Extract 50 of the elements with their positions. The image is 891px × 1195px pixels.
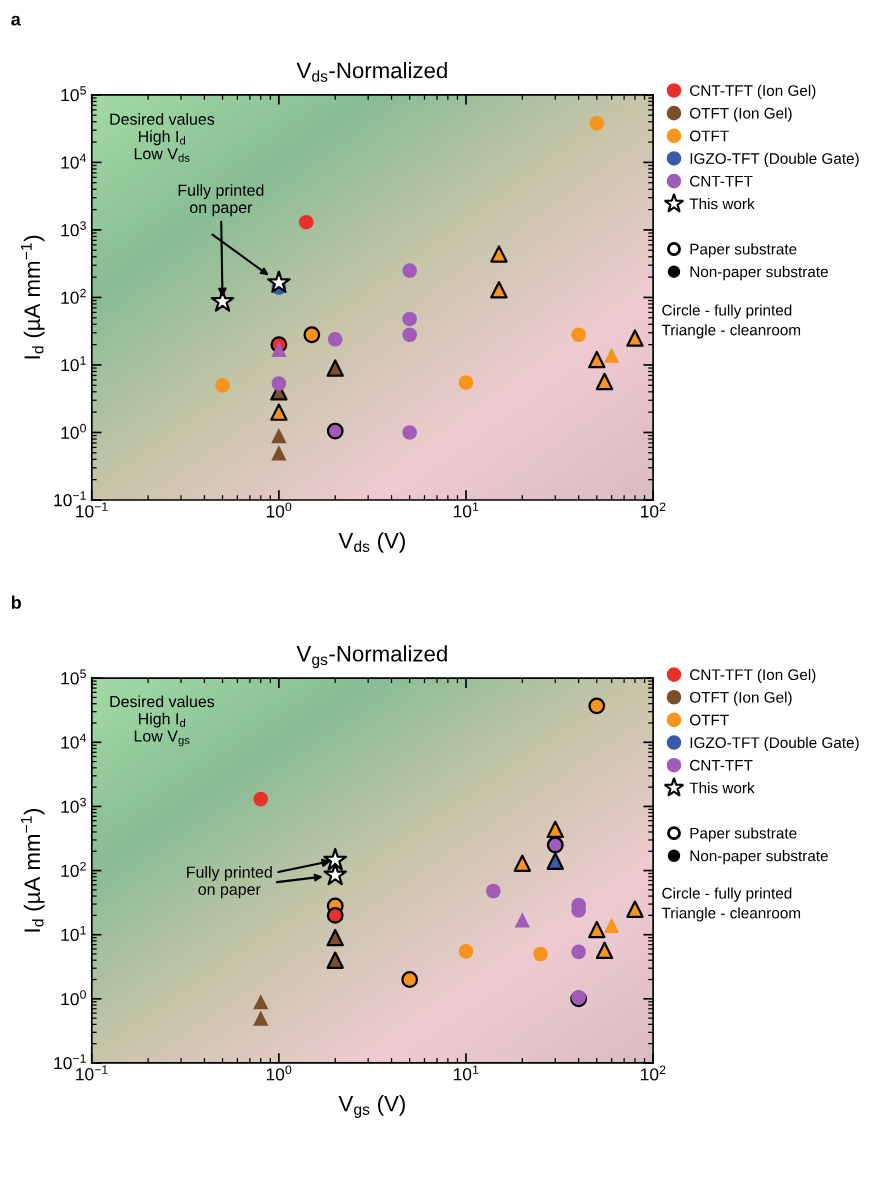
y-tick-label: 10$^{2}$: [61, 861, 86, 877]
annotation: Desired values High I$_{d}$ Low V$_{ds}$: [110, 113, 215, 162]
annotation: Fully printed on paper: [178, 184, 264, 217]
legend-label: This work: [689, 782, 755, 794]
legend-label: CNT-TFT (Ion Gel): [690, 84, 816, 100]
y-tick-label: 10$^{1}$: [61, 926, 86, 941]
y-tick-label: 10$^{5}$: [61, 86, 86, 102]
x-axis-title: V$_{ds}$ (V): [338, 532, 405, 553]
x-tick-label: 10$^{1}$: [453, 502, 479, 518]
y-tick-label: 10$^{0}$: [61, 990, 86, 1006]
chart-title: V$_{gs}$-Normalized: [296, 645, 447, 669]
text: Non-paper substrate: [690, 850, 828, 865]
y-axis-title: I$_{d}$ (µA mm$^{−1}$): [20, 235, 45, 359]
annotation: Fully printed on paper: [187, 866, 272, 899]
annotation: Desired values High I$_{d}$ Low V$_{gs}$: [110, 695, 215, 747]
text: Circle - fully printed Triangle - cleanroom: [661, 887, 801, 922]
legend-label: CNT-TFT (Ion Gel): [690, 668, 816, 684]
legend-label: This work: [689, 198, 755, 210]
y-tick-label: 10$^{3}$: [61, 797, 86, 813]
legend-label: CNT-TFT: [690, 175, 753, 187]
x-axis-title: V$_{gs}$ (V): [338, 1095, 405, 1118]
legend-label: OTFT: [690, 714, 729, 726]
y-tick-label: 10$^{0}$: [61, 423, 86, 439]
y-axis-title: I$_{d}$ (µA mm$^{−1}$): [20, 808, 45, 932]
x-tick-label: 10$^{1}$: [453, 1065, 479, 1081]
legend-label: IGZO-TFT (Double Gate): [690, 736, 859, 752]
text: Non-paper substrate: [690, 265, 828, 281]
y-tick-label: 10$^{4}$: [61, 733, 87, 749]
x-tick-label: 10$^{2}$: [641, 502, 666, 518]
legend-label: IGZO-TFT (Double Gate): [690, 152, 859, 167]
y-tick-label: 10$^{4}$: [61, 153, 87, 169]
legend-label: OTFT (Ion Gel): [690, 107, 792, 122]
x-tick-label: 10$^{−1}$: [76, 502, 108, 518]
y-tick-label: 10$^{5}$: [61, 669, 86, 685]
legend-label: CNT-TFT: [690, 759, 753, 771]
y-tick-label: 10$^{1}$: [61, 356, 86, 372]
text: b: [11, 595, 21, 609]
x-tick-label: 10$^{0}$: [266, 1065, 292, 1081]
x-tick-label: 10$^{0}$: [266, 502, 292, 518]
legend-label: OTFT (Ion Gel): [690, 691, 792, 706]
x-tick-label: 10$^{2}$: [641, 1065, 666, 1081]
text: Paper substrate: [690, 827, 797, 842]
text: Paper substrate: [690, 243, 797, 258]
legend-label: OTFT: [690, 130, 729, 142]
y-tick-label: 10$^{3}$: [61, 221, 86, 237]
text: a: [11, 15, 21, 26]
x-tick-label: 10$^{−1}$: [76, 1065, 108, 1081]
y-tick-label: 10$^{2}$: [61, 288, 86, 304]
chart-title: V$_{ds}$-Normalized: [296, 61, 447, 82]
text: Circle - fully printed Triangle - cleanroom: [661, 304, 801, 339]
